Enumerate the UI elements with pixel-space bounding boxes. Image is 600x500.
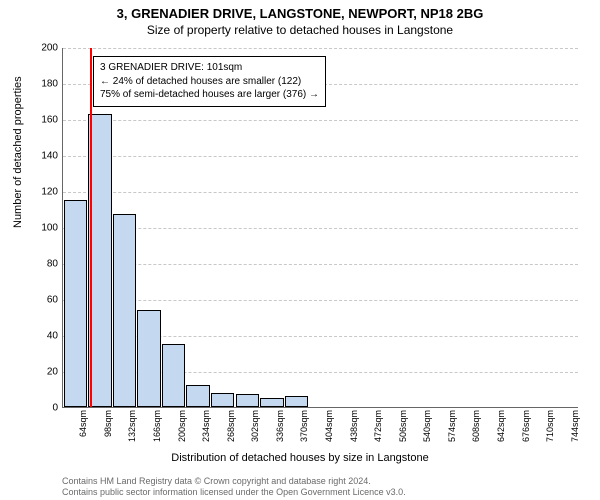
ytick-label: 200 [28,43,58,54]
xtick-label: 574sqm [447,410,457,442]
ytick-label: 80 [28,259,58,270]
histogram-bar [260,398,284,407]
gridline [63,228,578,229]
annotation-line3: 75% of semi-detached houses are larger (… [100,88,319,102]
gridline [63,300,578,301]
gridline [63,156,578,157]
ytick-label: 120 [28,187,58,198]
footer-attribution: Contains HM Land Registry data © Crown c… [62,476,406,499]
xtick-label: 234sqm [201,410,211,442]
histogram-bar [137,310,161,407]
xtick-label: 404sqm [324,410,334,442]
ytick-label: 0 [28,403,58,414]
xtick-label: 166sqm [152,410,162,442]
xtick-label: 676sqm [521,410,531,442]
annotation-line2: ← 24% of detached houses are smaller (12… [100,75,319,89]
ytick-label: 20 [28,367,58,378]
histogram-bar [186,385,210,407]
xtick-label: 608sqm [471,410,481,442]
x-axis-label: Distribution of detached houses by size … [0,452,600,464]
xtick-label: 302sqm [250,410,260,442]
histogram-bar [211,393,235,407]
page-subtitle: Size of property relative to detached ho… [0,21,600,37]
footer-line2: Contains public sector information licen… [62,487,406,498]
xtick-label: 642sqm [496,410,506,442]
xtick-label: 472sqm [373,410,383,442]
annotation-line1: 3 GRENADIER DRIVE: 101sqm [100,61,319,75]
histogram-bar [113,214,137,407]
ytick-label: 60 [28,295,58,306]
xtick-label: 336sqm [275,410,285,442]
page-title: 3, GRENADIER DRIVE, LANGSTONE, NEWPORT, … [0,0,600,21]
histogram-bar [162,344,186,407]
chart-container: 3, GRENADIER DRIVE, LANGSTONE, NEWPORT, … [0,0,600,500]
xtick-label: 200sqm [177,410,187,442]
annotation-box: 3 GRENADIER DRIVE: 101sqm ← 24% of detac… [93,56,326,107]
histogram-bar [236,394,260,407]
xtick-label: 744sqm [570,410,580,442]
xtick-label: 506sqm [398,410,408,442]
gridline [63,48,578,49]
footer-line1: Contains HM Land Registry data © Crown c… [62,476,406,487]
xtick-label: 268sqm [226,410,236,442]
xtick-label: 540sqm [422,410,432,442]
xtick-label: 370sqm [299,410,309,442]
plot-region: 3 GRENADIER DRIVE: 101sqm ← 24% of detac… [62,48,578,408]
ytick-label: 160 [28,115,58,126]
histogram-bar [64,200,88,407]
xtick-label: 98sqm [103,410,113,437]
xtick-label: 132sqm [127,410,137,442]
xtick-label: 64sqm [78,410,88,437]
ytick-label: 140 [28,151,58,162]
gridline [63,120,578,121]
ytick-label: 180 [28,79,58,90]
ytick-label: 100 [28,223,58,234]
xtick-label: 710sqm [545,410,555,442]
gridline [63,264,578,265]
histogram-bar [285,396,309,407]
chart-area: 3 GRENADIER DRIVE: 101sqm ← 24% of detac… [62,48,578,408]
ytick-label: 40 [28,331,58,342]
gridline [63,192,578,193]
y-axis-label: Number of detached properties [12,76,24,228]
xtick-label: 438sqm [349,410,359,442]
